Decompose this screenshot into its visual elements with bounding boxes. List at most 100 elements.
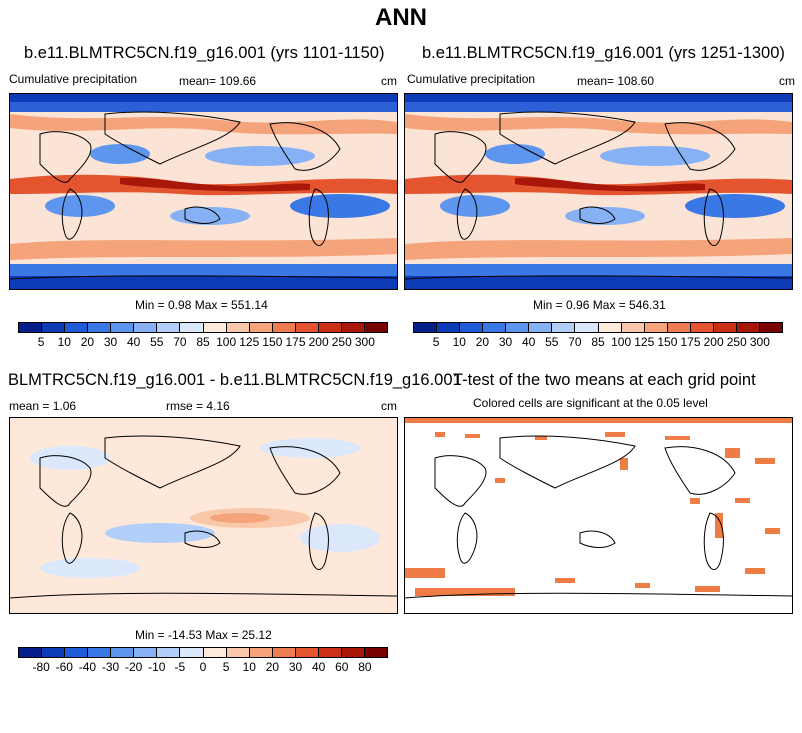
colorbar-tick-label: 125: [634, 335, 655, 349]
colorbar-swatch: [295, 323, 319, 332]
panel1-colorbar: [18, 322, 388, 333]
colorbar-swatch: [414, 323, 438, 332]
colorbar-tick-label: 40: [521, 335, 536, 349]
panel1-minmax: Min = 0.98 Max = 551.14: [135, 298, 268, 312]
colorbar-swatch: [483, 323, 507, 332]
colorbar-swatch: [88, 323, 112, 332]
colorbar-tick-label: 55: [150, 335, 164, 349]
colorbar-swatch: [364, 648, 387, 657]
colorbar-tick-label: -5: [174, 660, 186, 674]
colorbar-swatch: [19, 648, 43, 657]
colorbar-tick-label: -60: [55, 660, 73, 674]
panel3-title: BLMTRC5CN.f19_g16.001 - b.e11.BLMTRC5CN.…: [8, 371, 462, 389]
colorbar-tick-label: 10: [452, 335, 466, 349]
panel2-colorbar: [413, 322, 783, 333]
colorbar-swatch: [621, 323, 645, 332]
colorbar-tick-label: 125: [239, 335, 260, 349]
panel4-subtitle: Colored cells are significant at the 0.0…: [473, 396, 708, 410]
panel2-variable: Cumulative precipitation: [407, 72, 536, 86]
panel2-colorbar-labels: 5 10 20 30 40 55 70 85 100 125 150 175 200 250 300: [413, 335, 783, 349]
panel2-units: cm: [779, 74, 795, 88]
colorbar-tick-label: 150: [262, 335, 283, 349]
colorbar-tick-label: 5: [432, 335, 440, 349]
colorbar-swatch: [180, 323, 204, 332]
colorbar-swatch: [249, 648, 273, 657]
colorbar-swatch: [341, 323, 365, 332]
colorbar-tick-label: 55: [545, 335, 559, 349]
colorbar-tick-label: 5: [222, 660, 230, 674]
colorbar-tick-label: 300: [354, 335, 375, 349]
panel2-mean: mean= 108.60: [577, 74, 655, 88]
colorbar-swatch: [644, 323, 668, 332]
colorbar-tick-label: 85: [196, 335, 210, 349]
panel3-minmax: Min = -14.53 Max = 25.12: [135, 628, 272, 642]
colorbar-swatch: [249, 323, 273, 332]
colorbar-swatch: [667, 323, 691, 332]
colorbar-tick-label: 0: [199, 660, 207, 674]
colorbar-tick-label: -10: [148, 660, 166, 674]
colorbar-swatch: [598, 323, 622, 332]
colorbar-swatch: [19, 323, 43, 332]
colorbar-swatch: [42, 648, 66, 657]
colorbar-swatch: [318, 323, 342, 332]
colorbar-swatch: [506, 323, 530, 332]
panel1-units: cm: [381, 74, 397, 88]
colorbar-swatch: [180, 648, 204, 657]
colorbar-tick-label: 40: [126, 335, 141, 349]
panel3-map: [9, 417, 398, 614]
colorbar-swatch: [226, 323, 250, 332]
colorbar-tick-label: 70: [173, 335, 187, 349]
colorbar-tick-label: 200: [308, 335, 329, 349]
colorbar-swatch: [341, 648, 365, 657]
colorbar-tick-label: 70: [568, 335, 582, 349]
figure-title: ANN: [375, 4, 427, 31]
colorbar-swatch: [88, 648, 112, 657]
colorbar-tick-label: 300: [749, 335, 770, 349]
colorbar-tick-label: 30: [498, 335, 513, 349]
panel1-variable: Cumulative precipitation: [9, 72, 138, 86]
panel4-map: [404, 417, 793, 614]
colorbar-tick-label: 80: [358, 660, 372, 674]
colorbar-tick-label: -30: [101, 660, 120, 674]
colorbar-swatch: [759, 323, 782, 332]
colorbar-swatch: [203, 648, 227, 657]
colorbar-tick-label: 175: [285, 335, 306, 349]
colorbar-tick-label: 175: [680, 335, 701, 349]
colorbar-swatch: [272, 323, 296, 332]
panel1-mean: mean= 109.66: [179, 74, 257, 88]
colorbar-tick-label: 10: [242, 660, 256, 674]
panel2-title: b.e11.BLMTRC5CN.f19_g16.001 (yrs 1251-13…: [422, 44, 785, 62]
panel1-title: b.e11.BLMTRC5CN.f19_g16.001 (yrs 1101-11…: [24, 44, 385, 62]
panel4-title: T-test of the two means at each grid poi…: [453, 371, 756, 389]
colorbar-swatch: [272, 648, 296, 657]
panel3-units: cm: [381, 399, 397, 413]
colorbar-tick-label: 100: [216, 335, 237, 349]
panel3-mean: mean = 1.06: [9, 399, 77, 413]
colorbar-tick-label: 60: [335, 660, 349, 674]
panel2-minmax: Min = 0.96 Max = 546.31: [533, 298, 666, 312]
panel2-map: [404, 93, 793, 290]
colorbar-swatch: [226, 648, 250, 657]
colorbar-swatch: [736, 323, 760, 332]
panel3-rmse: rmse = 4.16: [166, 399, 230, 413]
colorbar-tick-label: 30: [288, 660, 303, 674]
colorbar-swatch: [157, 648, 181, 657]
colorbar-swatch: [203, 323, 227, 332]
panel1-colorbar-labels: 5 10 20 30 40 55 70 85 100 125 150 175 200 250 300: [18, 335, 388, 349]
colorbar-tick-label: 10: [57, 335, 71, 349]
colorbar-tick-label: 40: [311, 660, 326, 674]
colorbar-swatch: [134, 323, 158, 332]
colorbar-swatch: [157, 323, 181, 332]
colorbar-swatch: [690, 323, 714, 332]
colorbar-tick-label: -20: [124, 660, 143, 674]
colorbar-swatch: [65, 323, 89, 332]
colorbar-tick-label: 30: [103, 335, 118, 349]
colorbar-swatch: [111, 648, 135, 657]
colorbar-tick-label: 20: [475, 335, 490, 349]
colorbar-tick-label: 250: [331, 335, 352, 349]
colorbar-tick-label: 5: [37, 335, 45, 349]
panel1-map: [9, 93, 398, 290]
colorbar-swatch: [111, 323, 135, 332]
colorbar-tick-label: 20: [265, 660, 280, 674]
colorbar-swatch: [437, 323, 461, 332]
